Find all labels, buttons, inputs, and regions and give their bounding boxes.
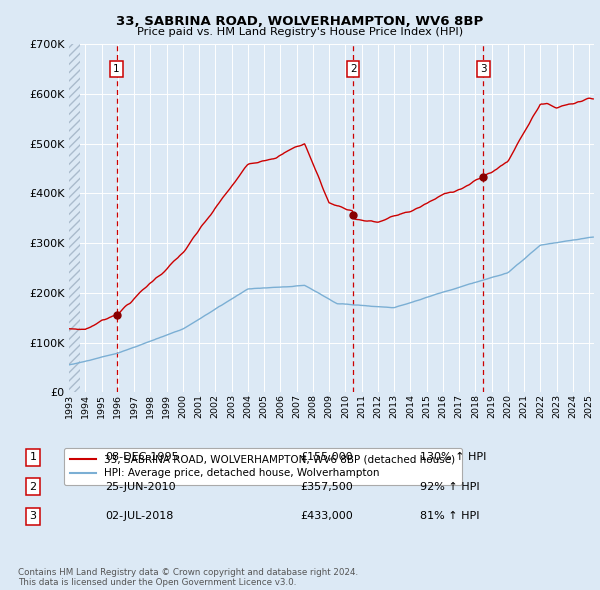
Text: 92% ↑ HPI: 92% ↑ HPI: [420, 482, 479, 491]
Text: 25-JUN-2010: 25-JUN-2010: [105, 482, 176, 491]
Text: £155,000: £155,000: [300, 453, 353, 462]
Bar: [69, 44, 80, 392]
Text: 02-JUL-2018: 02-JUL-2018: [105, 512, 173, 521]
Text: 2: 2: [29, 482, 37, 491]
Text: Price paid vs. HM Land Registry's House Price Index (HPI): Price paid vs. HM Land Registry's House …: [137, 27, 463, 37]
Text: 2: 2: [350, 64, 356, 74]
Text: Contains HM Land Registry data © Crown copyright and database right 2024.
This d: Contains HM Land Registry data © Crown c…: [18, 568, 358, 587]
Text: 3: 3: [29, 512, 37, 521]
Text: 33, SABRINA ROAD, WOLVERHAMPTON, WV6 8BP: 33, SABRINA ROAD, WOLVERHAMPTON, WV6 8BP: [116, 15, 484, 28]
Text: £433,000: £433,000: [300, 512, 353, 521]
Text: 130% ↑ HPI: 130% ↑ HPI: [420, 453, 487, 462]
Text: 1: 1: [29, 453, 37, 462]
Text: 1: 1: [113, 64, 120, 74]
Text: 3: 3: [480, 64, 487, 74]
Text: £357,500: £357,500: [300, 482, 353, 491]
Text: 81% ↑ HPI: 81% ↑ HPI: [420, 512, 479, 521]
Text: 08-DEC-1995: 08-DEC-1995: [105, 453, 179, 462]
Legend: 33, SABRINA ROAD, WOLVERHAMPTON, WV6 8BP (detached house), HPI: Average price, d: 33, SABRINA ROAD, WOLVERHAMPTON, WV6 8BP…: [64, 448, 462, 485]
